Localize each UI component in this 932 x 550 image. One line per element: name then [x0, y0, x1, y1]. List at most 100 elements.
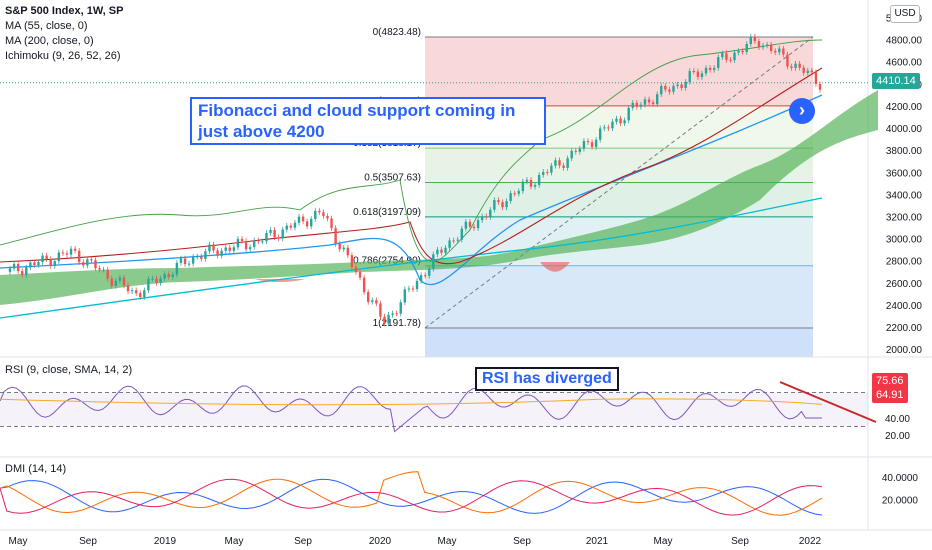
candle-body — [668, 89, 671, 92]
candle-body — [546, 171, 549, 173]
candle-body — [676, 84, 679, 86]
candle-body — [485, 216, 488, 218]
time-tick-label: 2020 — [369, 536, 392, 547]
candle-body — [635, 102, 639, 107]
candle-body — [220, 250, 223, 256]
dmi-tick-label: 40.0000 — [882, 473, 919, 484]
currency-button[interactable]: USD — [890, 5, 920, 23]
candle-body — [786, 54, 789, 67]
candle-body — [53, 261, 56, 267]
candle-body — [753, 36, 757, 42]
time-tick-label: May — [438, 536, 457, 547]
dmi-tick-label: 20.0000 — [882, 495, 919, 506]
candle-body — [187, 263, 191, 265]
fibonacci-callout[interactable]: Fibonacci and cloud support coming in ju… — [190, 97, 546, 145]
candle-body — [204, 251, 207, 259]
candle-body — [774, 51, 777, 53]
candle-body — [480, 216, 484, 221]
price-tick-label: 2200.00 — [886, 323, 923, 334]
candle-body — [521, 181, 525, 192]
candle-body — [86, 259, 89, 266]
ma200-line — [0, 197, 823, 319]
price-tick-label: 3200.00 — [886, 213, 923, 224]
candle-body — [8, 268, 12, 272]
price-tick-label: 3800.00 — [886, 146, 923, 157]
rsi-value-label: 75.66 — [872, 373, 908, 389]
price-tick-label: 4600.00 — [886, 58, 923, 69]
candle-body — [733, 52, 736, 61]
time-tick-label: May — [654, 536, 673, 547]
candle-body — [660, 85, 663, 95]
candle-body — [411, 288, 415, 290]
chart-legend: S&P 500 Index, 1W, SP MA (55, close, 0) … — [5, 4, 123, 64]
candle-body — [566, 158, 569, 168]
candle-body — [33, 262, 36, 265]
candle-body — [122, 277, 126, 286]
candle-body — [696, 71, 700, 78]
dmi-pane-label[interactable]: DMI (14, 14) — [5, 463, 67, 475]
fib-band — [425, 265, 813, 328]
legend-ma200[interactable]: MA (200, close, 0) — [5, 35, 94, 47]
time-tick-label: 2021 — [586, 536, 609, 547]
candle-body — [440, 249, 443, 253]
candle-body — [297, 216, 301, 223]
candle-body — [228, 247, 231, 251]
time-axis[interactable]: May Sep 2019 May Sep 2020 May Sep 2021 May Sep 2022 — [9, 536, 822, 547]
candle-body — [818, 83, 822, 90]
candle-body — [599, 128, 602, 140]
legend-ma55[interactable]: MA (55, close, 0) — [5, 20, 88, 32]
candle-body — [574, 150, 577, 152]
candle-body — [533, 184, 537, 187]
dmi-line — [0, 478, 823, 516]
scroll-to-realtime-icon[interactable]: › — [789, 98, 815, 124]
candle-body — [493, 200, 496, 210]
candle-body — [143, 290, 146, 297]
candle-body — [342, 247, 345, 250]
candle-body — [163, 274, 166, 279]
rsi-callout[interactable]: RSI has diverged — [475, 367, 619, 391]
candle-body — [216, 250, 219, 256]
rsi-line — [0, 385, 822, 433]
candle-body — [688, 71, 691, 82]
candle-body — [395, 313, 398, 315]
candle-body — [509, 193, 512, 202]
candle-body — [200, 256, 203, 259]
candle-body — [236, 238, 240, 248]
candle-body — [73, 248, 77, 251]
candle-body — [542, 171, 545, 175]
candle-body — [98, 268, 101, 270]
candle-body — [191, 256, 195, 264]
candle-body — [627, 107, 630, 121]
fib-level-label: 0.618(3197.09) — [353, 207, 421, 218]
candle-body — [45, 255, 48, 260]
candle-body — [525, 179, 529, 182]
candle-body — [586, 141, 590, 143]
candle-body — [513, 193, 516, 195]
candle-body — [537, 174, 541, 185]
candle-body — [529, 179, 533, 187]
candle-body — [794, 63, 797, 68]
candle-body — [745, 43, 748, 53]
rsi-pane-label[interactable]: RSI (9, close, SMA, 14, 2) — [5, 364, 133, 376]
candle-body — [375, 300, 378, 304]
candle-body — [61, 252, 65, 254]
candle-body — [16, 264, 20, 272]
dmi-lines — [0, 471, 823, 516]
candle-body — [366, 292, 370, 302]
candle-body — [134, 290, 138, 294]
candle-body — [362, 277, 366, 293]
candle-body — [704, 67, 708, 74]
candle-body — [615, 118, 618, 122]
price-candles — [8, 33, 822, 327]
symbol-title[interactable]: S&P 500 Index, 1W, SP — [5, 5, 124, 17]
candle-body — [782, 48, 785, 55]
candle-body — [65, 253, 69, 255]
candle-body — [729, 59, 732, 61]
price-tick-label: 2400.00 — [886, 301, 923, 312]
candle-body — [310, 218, 313, 227]
candle-body — [505, 201, 508, 208]
legend-ichimoku[interactable]: Ichimoku (9, 26, 52, 26) — [5, 50, 121, 62]
candle-body — [594, 139, 598, 147]
